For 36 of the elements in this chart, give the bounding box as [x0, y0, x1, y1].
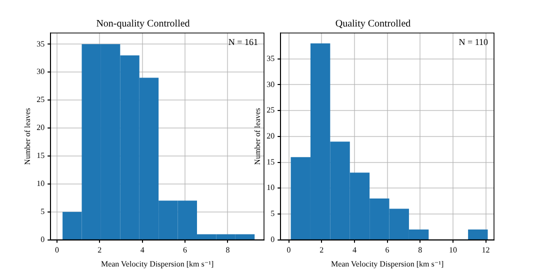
- x-tick-label: 10: [448, 246, 457, 255]
- x-axis-title: Mean Velocity Dispersion [km s⁻¹]: [100, 259, 214, 268]
- x-tick-label: 0: [55, 246, 59, 255]
- y-axis-title: Number of leaves: [22, 108, 32, 165]
- y-tick-label: 30: [36, 67, 45, 76]
- y-tick-label: 5: [270, 209, 275, 218]
- x-tick-label: 6: [385, 246, 390, 255]
- y-tick-label: 20: [266, 131, 275, 140]
- x-tick-label: 12: [482, 246, 490, 255]
- y-tick-label: 30: [266, 80, 275, 89]
- chart-title: Non-quality Controlled: [96, 18, 190, 30]
- y-tick-label: 5: [40, 206, 45, 216]
- y-tick-label: 0: [270, 234, 275, 244]
- annotation: N = 161: [228, 36, 258, 47]
- annotation: N = 110: [458, 36, 488, 47]
- y-tick-label: 15: [266, 157, 275, 166]
- y-tick-label: 25: [266, 106, 275, 115]
- y-tick-label: 35: [36, 39, 45, 48]
- y-tick-label: 25: [36, 95, 45, 104]
- y-tick-label: 0: [40, 234, 45, 244]
- y-tick-label: 15: [36, 151, 45, 160]
- y-axis-title: Number of leaves: [252, 108, 262, 165]
- x-tick-label: 6: [183, 246, 188, 255]
- x-tick-label: 4: [140, 246, 144, 255]
- x-tick-label: 2: [98, 246, 102, 255]
- x-tick-label: 8: [226, 246, 230, 255]
- y-tick-label: 10: [266, 183, 275, 192]
- chart-title: Quality Controlled: [335, 18, 411, 30]
- y-tick-label: 35: [266, 54, 275, 63]
- x-tick-label: 2: [320, 246, 324, 255]
- x-axis-title: Mean Velocity Dispersion [km s⁻¹]: [330, 259, 444, 268]
- x-tick-label: 8: [418, 246, 422, 255]
- y-tick-label: 10: [36, 179, 45, 188]
- y-tick-label: 20: [36, 123, 45, 132]
- x-tick-label: 0: [286, 246, 291, 255]
- x-tick-label: 4: [352, 246, 356, 255]
